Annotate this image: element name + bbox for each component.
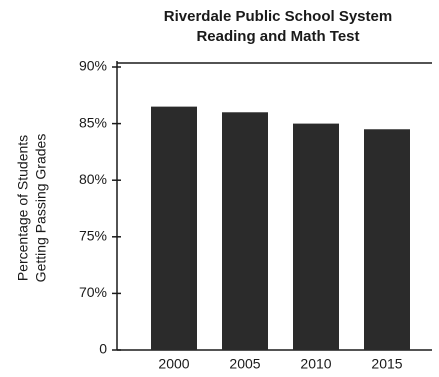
bar: [151, 106, 197, 351]
x-tick-label: 2000: [158, 356, 189, 372]
y-tick-label: 80%: [79, 171, 107, 187]
chart-title: Reading and Math Test: [196, 28, 359, 45]
x-tick-label: 2010: [300, 356, 331, 372]
bar: [364, 129, 410, 350]
y-tick-label: 0: [99, 341, 107, 357]
chart-title: Riverdale Public School System: [164, 8, 392, 25]
bar: [222, 112, 268, 350]
x-tick-label: 2015: [371, 356, 402, 372]
y-tick-label: 70%: [79, 284, 107, 300]
y-axis-label: Percentage of Students: [15, 135, 31, 281]
bar: [293, 123, 339, 350]
x-tick-label: 2005: [229, 356, 260, 372]
y-tick-label: 75%: [79, 228, 107, 244]
y-axis-label: Getting Passing Grades: [33, 134, 49, 283]
y-tick-label: 90%: [79, 58, 107, 74]
y-tick-label: 85%: [79, 114, 107, 130]
